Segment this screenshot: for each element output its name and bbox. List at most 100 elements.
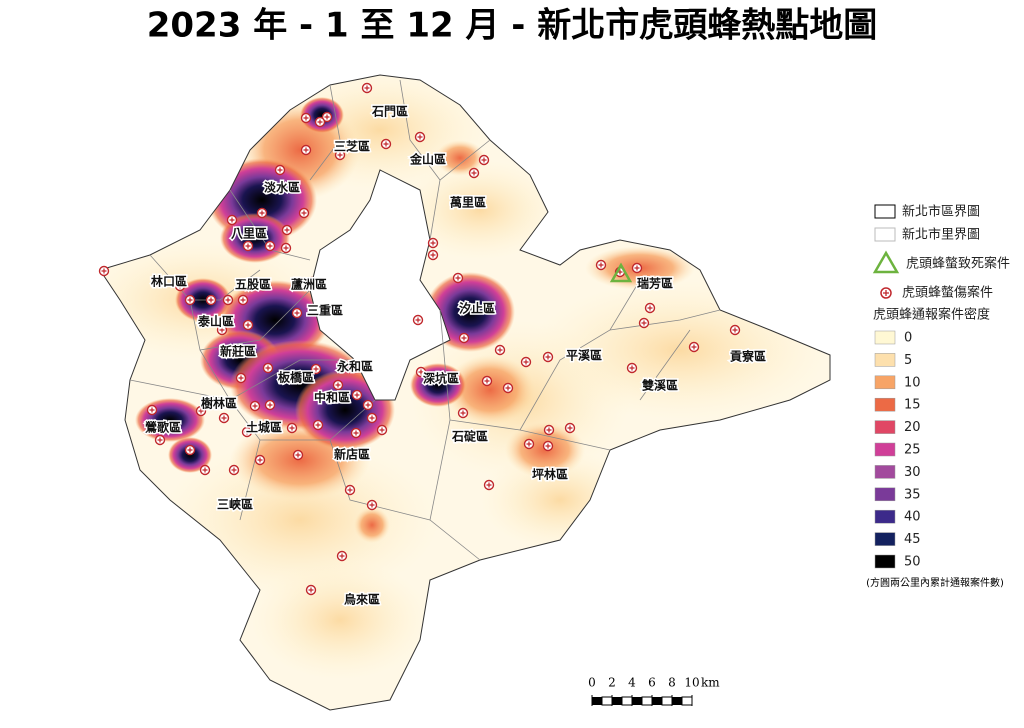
map-title: 2023 年 - 1 至 12 月 - 新北市虎頭蜂熱點地圖: [147, 6, 878, 46]
case-marker-cross: [303, 115, 309, 121]
legend-density-swatch: [874, 509, 896, 524]
case-marker-cross: [365, 402, 371, 408]
district-label: 八里區: [231, 226, 267, 241]
legend-density-swatch: [874, 397, 896, 412]
scale-segment: [652, 697, 662, 705]
legend-density-value: 40: [904, 510, 921, 525]
district-label: 石門區: [371, 105, 408, 119]
scale-tick-label: 8: [668, 676, 676, 690]
legend-density-value: 35: [904, 487, 921, 502]
case-marker-cross: [335, 382, 341, 388]
heat-layer: [100, 75, 830, 710]
case-marker-cross: [364, 85, 370, 91]
case-marker-cross: [732, 327, 738, 333]
legend-swatch-death: [872, 250, 900, 274]
case-marker-cross: [229, 217, 235, 223]
district-label: 板橋區: [278, 370, 314, 385]
case-marker-cross: [497, 347, 503, 353]
legend-label: 虎頭蜂螫致死案件: [906, 256, 1010, 272]
case-marker-cross: [198, 408, 204, 414]
case-marker-cross: [471, 170, 477, 176]
district-label: 三峽區: [217, 497, 253, 512]
case-marker-cross: [460, 410, 466, 416]
case-marker-cross: [295, 452, 301, 458]
district-label: 萬里區: [450, 195, 486, 210]
case-marker-cross: [545, 354, 551, 360]
case-marker-cross: [257, 457, 263, 463]
case-marker-cross: [283, 245, 289, 251]
legend-density-swatch: [874, 465, 896, 479]
legend-swatch-injury-cross: [883, 290, 889, 296]
case-marker-cross: [245, 243, 251, 249]
case-marker-cross: [598, 262, 604, 268]
legend-swatch-village: [874, 227, 896, 242]
legend: 新北市區界圖 新北市里界圖 虎頭蜂螫致死案件 虎頭蜂螫傷案件 虎頭蜂通報案件密度…: [866, 204, 1010, 590]
legend-density-swatch: [874, 532, 896, 546]
case-marker-cross: [369, 415, 375, 421]
case-marker-cross: [259, 210, 265, 216]
scale-segment: [672, 697, 682, 705]
legend-note: (方圓兩公里內累計通報案件數): [866, 576, 1004, 589]
case-marker-cross: [353, 430, 359, 436]
district-label: 瑞芳區: [637, 276, 673, 291]
scale-tick-label: 2: [608, 676, 616, 690]
case-marker-cross: [313, 366, 319, 372]
district-label: 汐止區: [459, 301, 495, 316]
case-marker-cross: [252, 403, 258, 409]
case-marker-cross: [284, 227, 290, 233]
scale-tick-label: 10: [684, 676, 699, 690]
legend-density-value: 30: [904, 465, 921, 480]
district-label: 三重區: [307, 303, 343, 318]
district-label: 新莊區: [220, 344, 256, 359]
case-marker-cross: [337, 152, 343, 158]
case-marker-cross: [546, 427, 552, 433]
case-marker-cross: [308, 587, 314, 593]
case-marker-cross: [418, 369, 424, 375]
case-marker-cross: [481, 157, 487, 163]
case-marker-cross: [219, 327, 225, 333]
legend-density-swatch: [874, 375, 896, 390]
scale-segment: [661, 696, 673, 706]
case-marker-cross: [240, 297, 246, 303]
legend-density-value: 20: [904, 420, 921, 435]
scale-segment: [641, 696, 653, 706]
district-label: 烏來區: [344, 592, 380, 607]
case-marker-cross: [303, 147, 309, 153]
case-marker-cross: [294, 310, 300, 316]
district-label: 石碇區: [451, 429, 488, 444]
case-marker-cross: [245, 322, 251, 328]
case-marker-cross: [265, 365, 271, 371]
case-marker-cross: [149, 407, 155, 413]
case-marker-cross: [691, 344, 697, 350]
case-marker-cross: [177, 283, 183, 289]
scale-segment: [632, 697, 642, 705]
case-marker-cross: [455, 275, 461, 281]
district-label: 蘆洲區: [291, 277, 327, 292]
case-marker-cross: [238, 375, 244, 381]
district-label: 土城區: [246, 420, 282, 435]
case-marker-cross: [369, 502, 375, 508]
case-marker-cross: [505, 385, 511, 391]
case-marker-cross: [383, 141, 389, 147]
legend-swatch-district: [874, 204, 896, 219]
scale-tick-label: 6: [648, 676, 656, 690]
case-marker-cross: [267, 243, 273, 249]
legend-density-value: 25: [904, 443, 921, 458]
legend-density-value: 10: [904, 375, 921, 390]
district-outline: [99, 74, 831, 711]
district-label: 雙溪區: [642, 378, 678, 393]
case-marker-cross: [315, 422, 321, 428]
case-marker-cross: [277, 167, 283, 173]
district-label: 林口區: [151, 274, 187, 289]
district-label: 三芝區: [334, 139, 370, 154]
case-marker-cross: [379, 427, 385, 433]
case-marker-cross: [647, 305, 653, 311]
case-marker-cross: [202, 467, 208, 473]
case-marker-cross: [157, 437, 163, 443]
scale-bar: 0 2 4 6 8 10 km: [588, 676, 720, 706]
case-marker-cross: [430, 240, 436, 246]
legend-label: 新北市里界圖: [902, 227, 980, 243]
